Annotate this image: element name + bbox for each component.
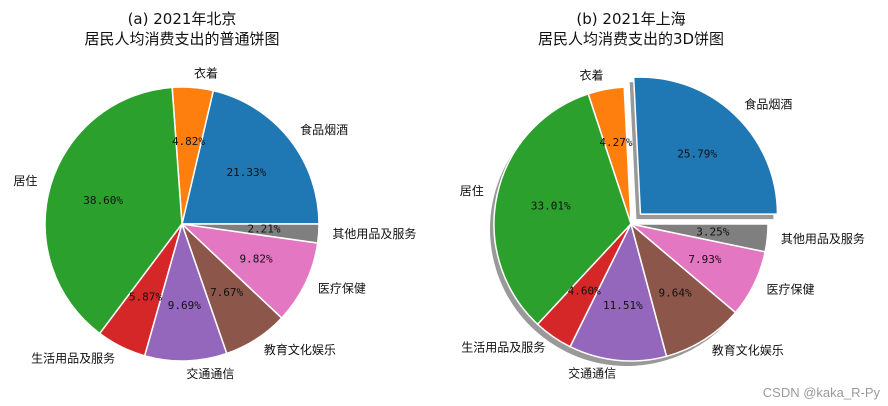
pie-chart-beijing: (a) 2021年北京 居民人均消费支出的普通饼图 21.33% 食品烟酒 4.82…	[13, 10, 416, 381]
percent-label-b-housing: 33.01%	[531, 199, 571, 212]
category-label-b-education-culture-recreation: 教育文化娱乐	[712, 343, 784, 358]
percent-label-b-other-goods-services: 3.25%	[696, 225, 729, 238]
pie-slice-a-housing	[44, 86, 183, 335]
percent-label-b-food-tobacco-liquor: 25.79%	[677, 148, 717, 161]
chart-title-b-line1: (b) 2021年上海	[576, 10, 685, 28]
category-label-a-household-goods-services: 生活用品及服务	[31, 351, 115, 366]
percent-label-a-education-culture-recreation: 7.67%	[210, 286, 243, 299]
percent-label-a-healthcare: 9.82%	[240, 253, 273, 266]
category-label-a-other-goods-services: 其他用品及服务	[332, 226, 416, 241]
percent-label-a-housing: 38.60%	[83, 194, 123, 207]
watermark: CSDN @kaka_R-Py	[762, 385, 880, 400]
pie-slice-b-food-tobacco-liquor	[632, 76, 779, 215]
percent-label-b-transport-communication: 11.51%	[603, 299, 643, 312]
pie-labels-b: 25.79% 食品烟酒 4.27% 衣着 33.01% 居住 4.60% 生活用品及服务 11.…	[460, 67, 865, 380]
pie-slice-b-other-goods-services	[630, 223, 769, 253]
percent-label-b-healthcare: 7.93%	[688, 253, 721, 266]
pie-slice-a-food-tobacco-liquor	[181, 89, 320, 225]
category-label-a-education-culture-recreation: 教育文化娱乐	[264, 342, 336, 357]
category-label-b-food-tobacco-liquor: 食品烟酒	[744, 96, 792, 111]
chart-title-a-line1: (a) 2021年北京	[128, 10, 237, 28]
category-label-a-clothing: 衣着	[194, 65, 218, 80]
category-label-a-food-tobacco-liquor: 食品烟酒	[300, 122, 348, 137]
percent-label-a-household-goods-services: 5.87%	[129, 291, 162, 304]
pie-slice-b-housing	[493, 93, 632, 326]
category-label-b-transport-communication: 交通通信	[568, 365, 616, 380]
pie-slice-b-education-culture-recreation	[630, 223, 737, 358]
pie-labels-a: 21.33% 食品烟酒 4.82% 衣着 38.60% 居住 5.87% 生活用品及服务 9.6…	[13, 65, 416, 381]
percent-label-a-food-tobacco-liquor: 21.33%	[227, 166, 267, 179]
pie-slices-a	[44, 86, 320, 362]
chart-title-a-line2: 居民人均消费支出的普通饼图	[84, 30, 279, 48]
percent-label-b-household-goods-services: 4.60%	[568, 285, 601, 298]
category-label-a-healthcare: 医疗保健	[318, 282, 366, 296]
percent-label-a-clothing: 4.82%	[172, 135, 205, 148]
category-label-a-transport-communication: 交通通信	[186, 366, 234, 381]
category-label-b-other-goods-services: 其他用品及服务	[781, 231, 865, 246]
pie-chart-shanghai: (b) 2021年上海 居民人均消费支出的3D饼图 25.79% 食品烟酒 4.27…	[460, 10, 865, 380]
pie-slices-b	[490, 76, 779, 367]
pie-slice-a-other-goods-services	[181, 223, 320, 244]
category-label-b-healthcare: 医疗保健	[766, 283, 814, 297]
category-label-b-housing: 居住	[460, 184, 484, 198]
percent-label-b-education-culture-recreation: 9.64%	[658, 286, 691, 299]
percent-label-a-other-goods-services: 2.21%	[247, 223, 280, 236]
chart-title-b-line2: 居民人均消费支出的3D饼图	[538, 30, 724, 48]
pie-slice-b-transport-communication	[569, 223, 668, 362]
pie-slice-a-healthcare	[181, 223, 319, 319]
category-label-b-household-goods-services: 生活用品及服务	[461, 339, 545, 354]
pie-slice-a-transport-communication	[143, 223, 228, 362]
category-label-a-housing: 居住	[13, 174, 37, 188]
category-label-b-clothing: 衣着	[579, 67, 603, 82]
percent-label-b-clothing: 4.27%	[599, 136, 632, 149]
percent-label-a-transport-communication: 9.69%	[168, 299, 201, 312]
